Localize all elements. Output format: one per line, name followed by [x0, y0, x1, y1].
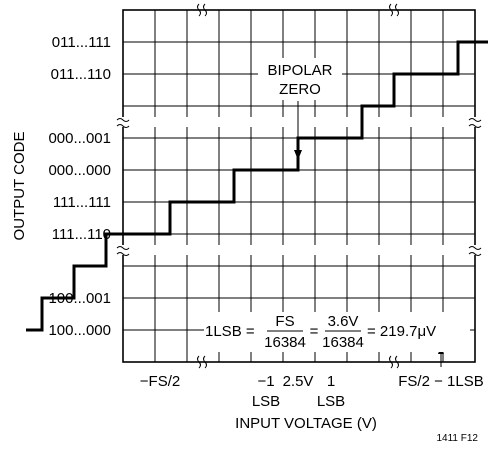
x-tick-plus-1: 1	[327, 373, 335, 390]
x-tick-minus-1: −1	[257, 373, 274, 390]
bipolar-label-line2: ZERO	[279, 81, 321, 98]
bipolar-label-backing	[258, 58, 342, 100]
lsb-label: 1LSB =	[205, 323, 255, 340]
transfer-curve	[26, 40, 488, 332]
y-tick-label: 011...111	[52, 34, 111, 51]
y-break-squiggle-left	[116, 252, 130, 256]
bipolar-arrow-head	[294, 150, 302, 160]
y-tick-label: 100...000	[48, 322, 111, 339]
y-break-squiggle-right	[468, 124, 482, 128]
lsb-result: = 219.7μV	[367, 323, 436, 340]
y-axis-title: OUTPUT CODE	[11, 132, 28, 241]
y-break-squiggle-left	[116, 118, 130, 122]
x-tick-neg-fs: −FS/2	[140, 373, 180, 390]
y-tick-label: 000...001	[48, 130, 111, 147]
frac2-denominator: 16384	[322, 334, 364, 351]
x-tick-fs: FS/2 − 1LSB	[398, 373, 483, 390]
x-break-squiggle-bottom	[389, 355, 393, 369]
x-break-squiggle-top	[203, 3, 207, 17]
frac1-numerator: FS	[275, 313, 294, 330]
y-break-squiggle-left	[116, 124, 130, 128]
plot-frame	[122, 9, 476, 363]
y-tick-label: 111...110	[52, 226, 111, 243]
x-break-squiggle-top	[389, 3, 393, 17]
x-break-squiggle-bottom	[203, 355, 207, 369]
y-break-squiggle-right	[468, 252, 482, 256]
x-tick-zero: 2.5V	[283, 373, 314, 390]
lsb-equation-backing	[204, 312, 470, 352]
y-break-mask	[118, 117, 480, 127]
y-break-squiggle-right	[468, 246, 482, 250]
y-tick-labels: 011...111 011...110 000...001 000...000 111.…	[48, 34, 111, 339]
bipolar-label-line1: BIPOLAR	[267, 62, 332, 79]
axis-breaks	[116, 3, 482, 369]
y-tick-label: 111...111	[53, 194, 111, 211]
y-tick-label: 011...110	[51, 66, 111, 83]
figure-id: 1411 F12	[436, 433, 478, 444]
y-break-squiggle-right	[468, 118, 482, 122]
frac1-denominator: 16384	[264, 334, 306, 351]
y-tick-label: 100...001	[48, 290, 111, 307]
y-tick-label: 000...000	[48, 162, 111, 179]
x-tick-plus-1-unit: LSB	[317, 393, 345, 410]
x-break-squiggle-bottom	[197, 355, 201, 369]
x-tick-minus-1-unit: LSB	[252, 393, 280, 410]
x-tick-labels: −FS/2 −1 LSB 2.5V 1 LSB FS/2 − 1LSB	[140, 373, 484, 410]
x-break-squiggle-top	[197, 3, 201, 17]
equals-sign: =	[310, 323, 319, 340]
x-break-squiggle-top	[395, 3, 399, 17]
y-break-squiggle-left	[116, 246, 130, 250]
frac2-numerator: 3.6V	[328, 313, 359, 330]
x-break-squiggle-bottom	[395, 355, 399, 369]
x-axis-title: INPUT VOLTAGE (V)	[235, 415, 377, 432]
y-break-mask	[118, 245, 480, 255]
